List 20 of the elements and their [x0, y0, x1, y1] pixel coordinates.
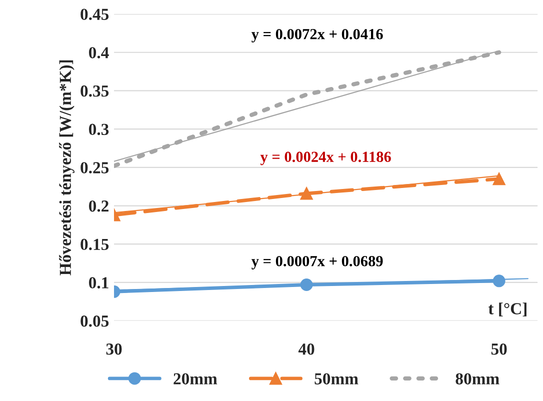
annotation: y = 0.0024x + 0.1186 — [260, 152, 391, 166]
y-tick-label: 0.2 — [88, 200, 108, 212]
x-axis-title: t [°C] — [488, 302, 526, 316]
y-tick-label: 0.15 — [80, 238, 109, 250]
y-axis-title: Hővezetési tényező [W/(m*K)] — [59, 60, 74, 276]
y-tick-label: 0.4 — [88, 47, 109, 58]
legend-label: 50mm — [314, 373, 358, 384]
x-tick-label: 40 — [298, 344, 314, 355]
legend-label: 20mm — [174, 373, 218, 384]
y-tick-label: 0.25 — [80, 162, 109, 174]
x-tick-label: 50 — [491, 344, 507, 355]
annotation: y = 0.0007x + 0.0689 — [251, 256, 383, 270]
annotation: y = 0.0072x + 0.0416 — [251, 28, 383, 42]
y-tick-label: 0.35 — [80, 85, 109, 97]
x-tick-label: 30 — [106, 344, 122, 355]
y-tick-label: 0.05 — [80, 316, 109, 327]
y-tick-label: 0.45 — [80, 8, 109, 20]
y-tick-label: 0.1 — [88, 277, 108, 288]
y-tick-label: 0.3 — [88, 124, 109, 136]
legend-label: 80mm — [456, 373, 500, 384]
